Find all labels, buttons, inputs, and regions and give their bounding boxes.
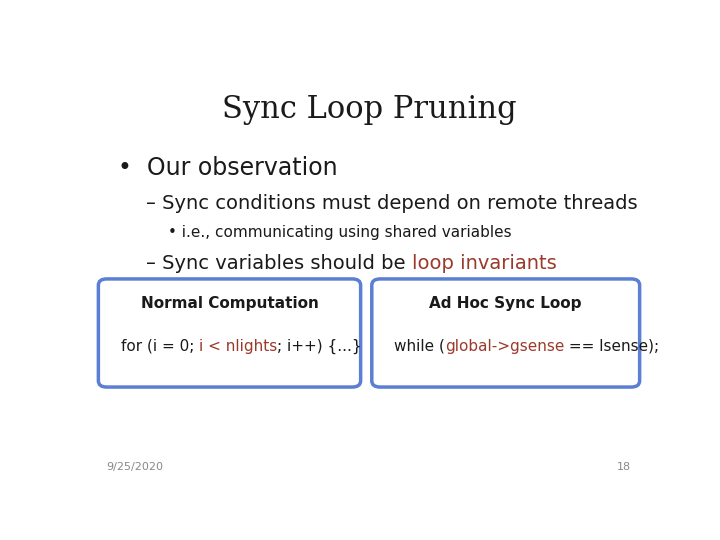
Text: ; i++) {...}: ; i++) {...}: [277, 339, 362, 354]
FancyBboxPatch shape: [372, 279, 639, 387]
Text: Normal Computation: Normal Computation: [140, 295, 318, 310]
Text: – Sync conditions must depend on remote threads: – Sync conditions must depend on remote …: [145, 194, 637, 213]
Text: 9/25/2020: 9/25/2020: [107, 462, 163, 472]
Text: • i.e., communicating using shared variables: • i.e., communicating using shared varia…: [168, 225, 512, 240]
Text: for (i = 0;: for (i = 0;: [121, 339, 199, 354]
Text: Ad Hoc Sync Loop: Ad Hoc Sync Loop: [429, 295, 582, 310]
FancyBboxPatch shape: [99, 279, 361, 387]
Text: i < nlights: i < nlights: [199, 339, 277, 354]
Text: global->gsense: global->gsense: [445, 339, 564, 354]
Text: Sync Loop Pruning: Sync Loop Pruning: [222, 94, 516, 125]
Text: == lsense);: == lsense);: [564, 339, 660, 354]
Text: •  Our observation: • Our observation: [118, 156, 338, 180]
Text: – Sync variables should be: – Sync variables should be: [145, 254, 412, 273]
Text: loop invariants: loop invariants: [412, 254, 557, 273]
Text: while (: while (: [394, 339, 445, 354]
Text: 18: 18: [617, 462, 631, 472]
